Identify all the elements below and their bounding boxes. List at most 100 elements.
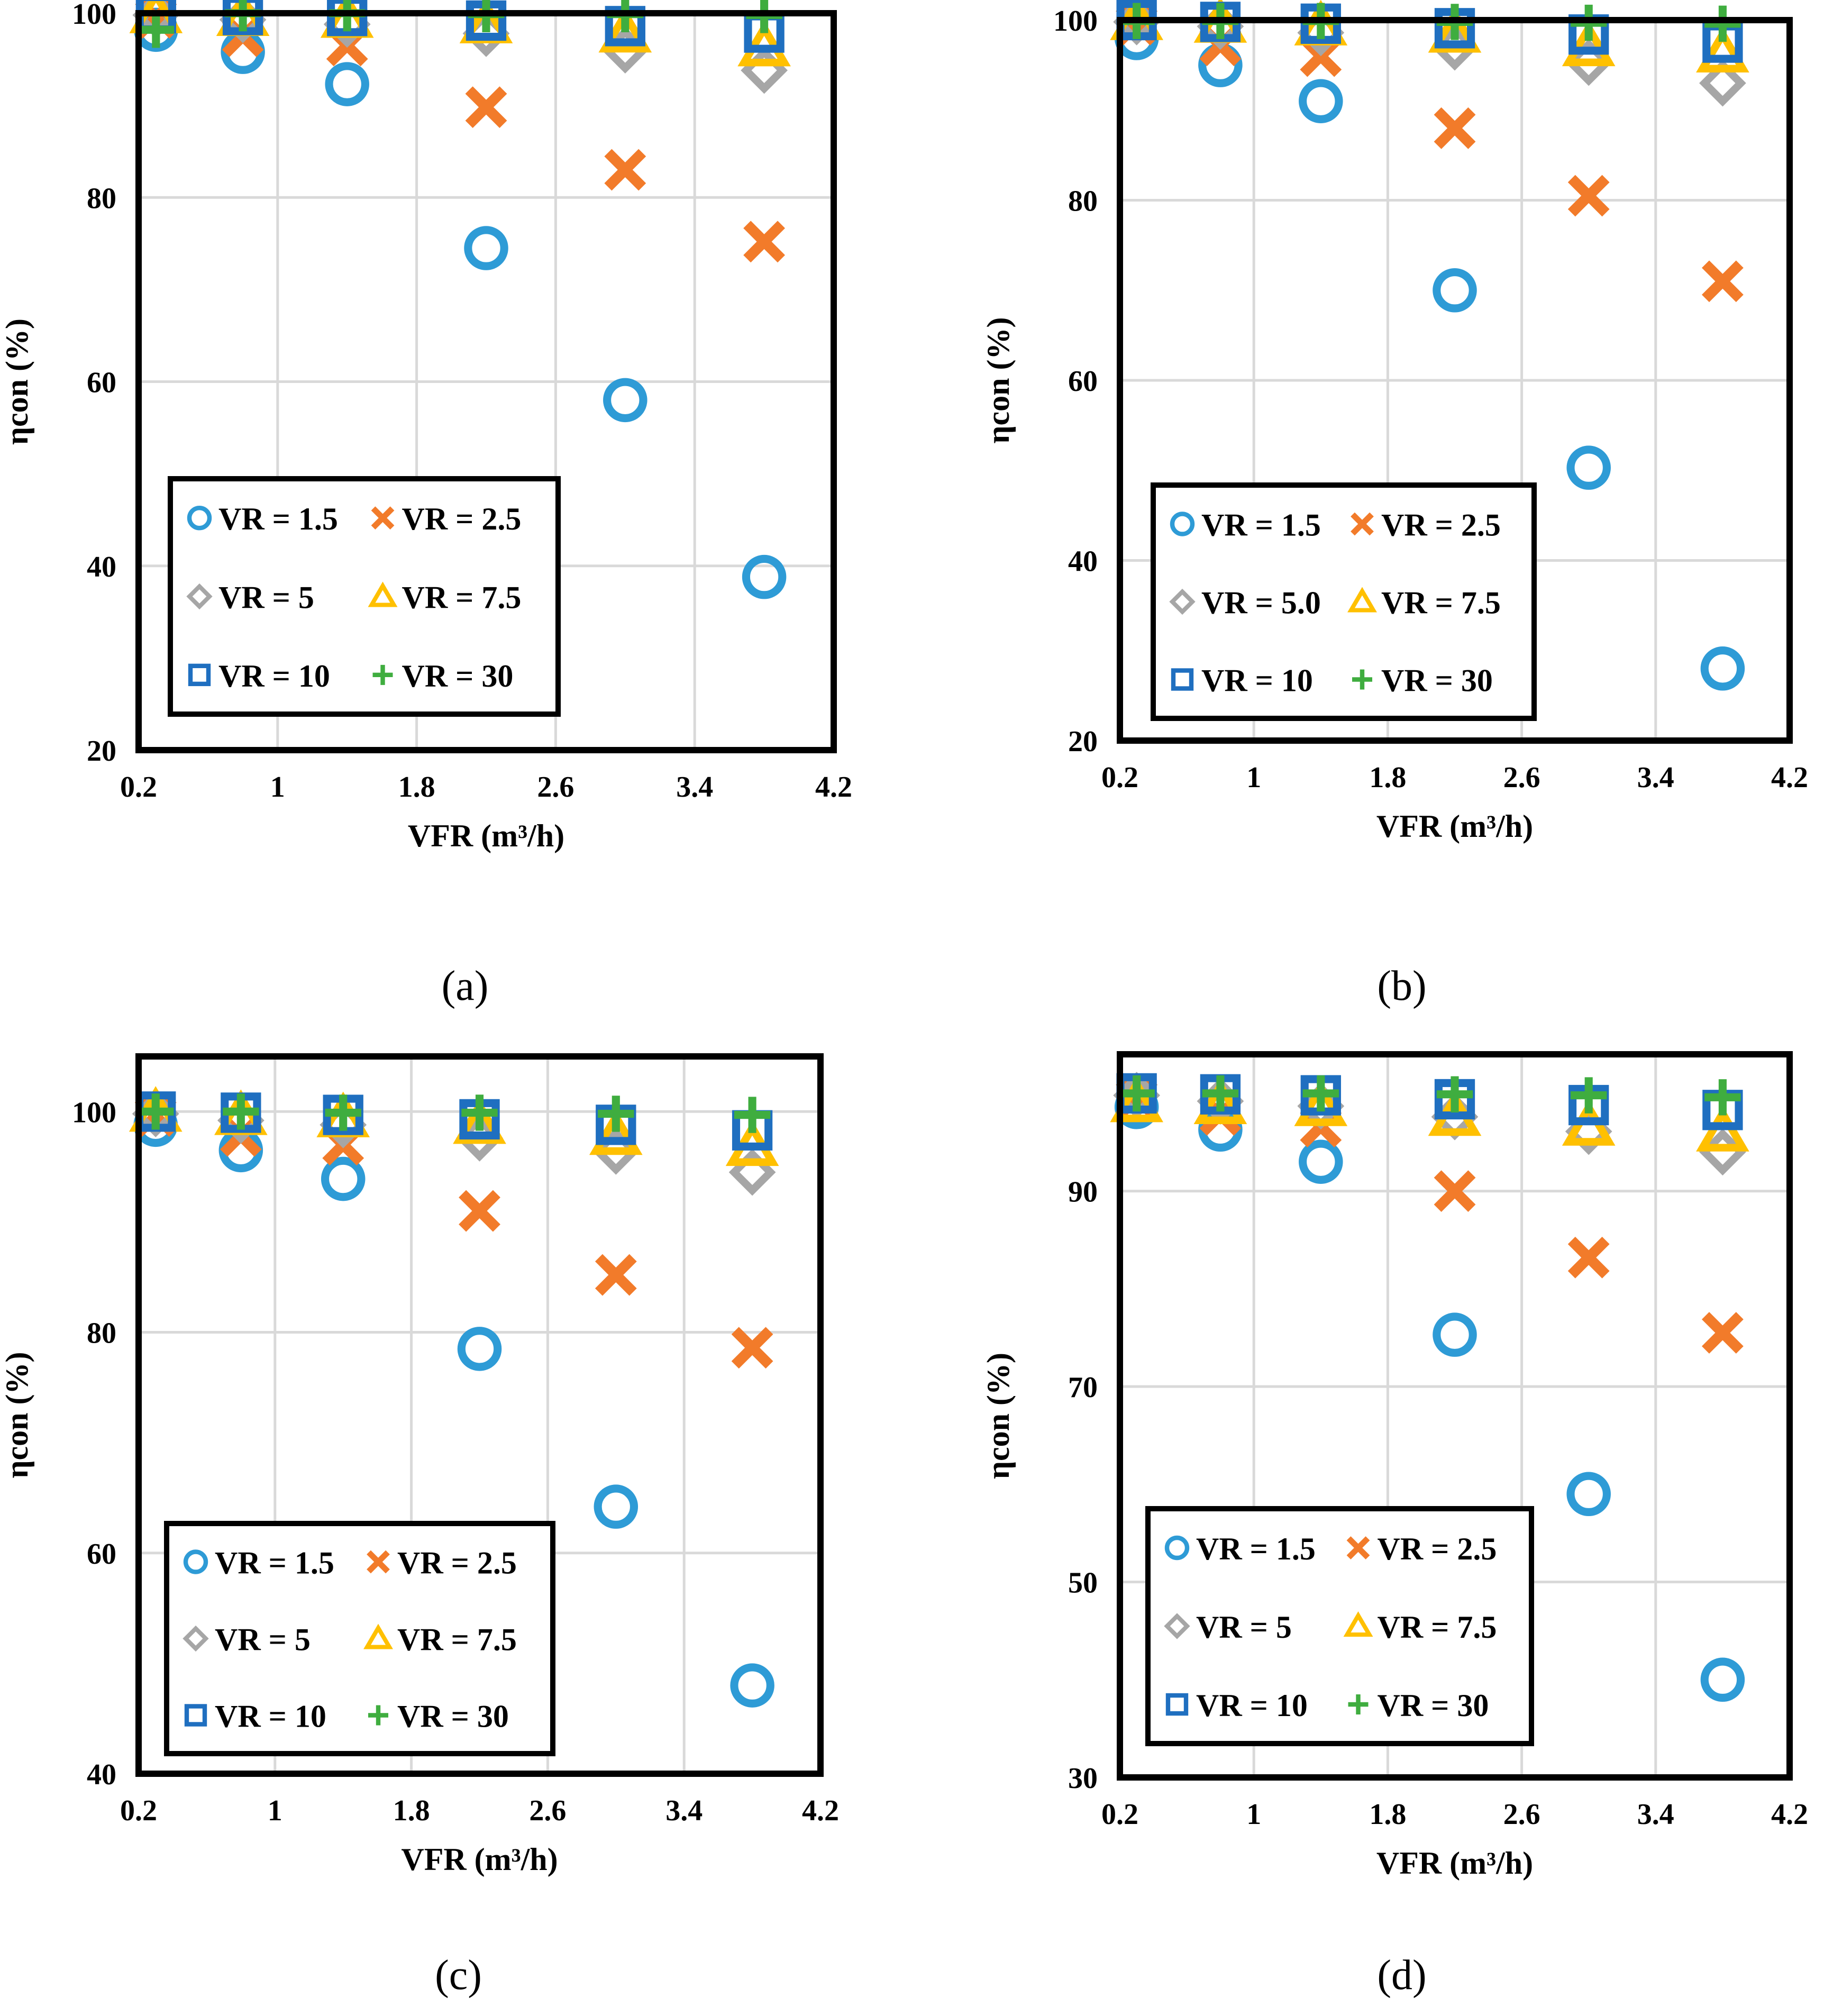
y-tick-label: 100 [72,0,116,31]
y-tick-label: 40 [87,551,116,583]
marker-plus [1436,1076,1473,1112]
legend-box [168,476,561,717]
marker-x [465,86,507,129]
y-tick-label: 100 [72,1096,116,1129]
marker-square [188,663,211,687]
y-tick-label: 80 [87,1317,116,1350]
panel-c: 0.2 1 1.8 2.6 3.4 4.2 40 60 80 100 VFR (m³/h) ηcon … [0,1053,839,1999]
marker-diamond [183,1625,209,1652]
marker-triangle [1193,1078,1247,1125]
legend-entry: VR = 2.5 [402,501,522,536]
marker-plus [461,1094,498,1131]
legend-entry: VR = 5 [1196,1610,1292,1645]
marker-plus [1118,1075,1155,1112]
marker-plus [1704,5,1741,42]
y-tick-label: 40 [1068,545,1098,578]
marker-diamond [1164,1613,1190,1639]
x-tick-label: 1.8 [393,1794,430,1827]
panel-d: 0.2 1 1.8 2.6 3.4 4.2 30 50 70 90 VFR (m³/h) ηcon (… [981,1051,1808,1999]
y-tick-label: 90 [1068,1176,1098,1209]
y-axis-label: ηcon (%) [0,318,34,445]
marker-plus [1704,1079,1741,1116]
marker-x [367,1550,390,1574]
marker-circle [1566,1472,1611,1517]
marker-x [1434,1170,1476,1212]
y-tick-label: 60 [87,367,116,399]
marker-circle [594,1484,639,1529]
marker-circle [457,1327,502,1371]
marker-triangle [1428,7,1482,53]
marker-plus [138,1093,174,1130]
marker-circle [1164,1535,1190,1561]
panel-caption: (b) [1377,963,1426,1009]
marker-x [731,1327,773,1369]
series-x [134,1095,773,1369]
legend-entry: VR = 1.5 [1196,1531,1316,1566]
x-axis-label: VFR (m³/h) [408,818,564,853]
marker-circle [1700,646,1745,691]
marker-plus [1348,1694,1369,1714]
x-tick-label: 2.6 [529,1794,566,1827]
legend-entry: VR = 10 [215,1699,326,1734]
x-axis-label: VFR (m³/h) [1376,1846,1533,1881]
plot-frame [135,1053,824,1777]
marker-diamond [592,1128,640,1175]
legend-box [164,1521,555,1756]
data-points [129,1086,779,1708]
marker-square [1171,668,1194,691]
legend-entry: VR = 30 [1378,1688,1489,1723]
y-tick-label: 70 [1068,1371,1098,1404]
panel-b: 0.2 1 1.8 2.6 3.4 4.2 20 40 60 80 100 VFR (m³/h) ηco… [981,0,1808,1009]
x-tick-label: 4.2 [1771,1798,1808,1831]
legend-entry: VR = 1.5 [215,1546,334,1581]
legend: VR = 1.5 VR = 2.5 VR = 5 VR = 7.5 VR = 10 VR … [168,476,561,717]
marker-plus [223,1093,259,1130]
legend-entry: VR = 7.5 [1381,586,1501,621]
marker-triangle [1110,1077,1163,1123]
panel-caption: (c) [435,1952,482,1999]
legend-box [1151,482,1537,721]
marker-triangle [598,7,652,53]
x-axis-label: VFR (m³/h) [401,1842,558,1877]
x-tick-label: 4.2 [802,1794,839,1827]
marker-x [459,1190,500,1232]
x-tick-label: 2.6 [537,771,574,804]
marker-x [1701,1312,1744,1354]
marker-triangle [1696,26,1749,72]
y-axis-label: ηcon (%) [981,1353,1016,1479]
marker-diamond [1565,39,1612,86]
y-tick-label: 60 [87,1538,116,1571]
legend-entry: VR = 30 [1381,663,1493,698]
series-plus [138,1093,771,1133]
x-tick-label: 3.4 [1637,761,1674,794]
marker-triangle [453,1098,506,1144]
marker-circle [1700,1657,1745,1702]
x-tick-label: 1.8 [1369,761,1406,794]
x-tick-label: 1.8 [1369,1798,1406,1831]
marker-plus [734,1097,771,1133]
marker-circle [1170,512,1195,536]
y-tick-label: 40 [87,1758,116,1791]
x-tick-label: 0.2 [120,771,157,804]
legend-entry: VR = 30 [397,1699,509,1734]
x-tick-label: 1 [270,771,285,804]
x-tick-label: 4.2 [1771,761,1808,794]
marker-plus [1302,1075,1339,1112]
marker-circle [187,505,212,531]
marker-diamond [186,583,213,610]
legend-entry: VR = 30 [402,659,514,694]
x-tick-label: 0.2 [1101,1798,1138,1831]
marker-diamond [741,47,788,94]
marker-plus [372,664,393,685]
marker-diamond [728,1148,776,1196]
marker-diamond [1169,588,1196,615]
marker-plus [325,1094,361,1131]
marker-plus [1352,669,1372,690]
y-axis-label: ηcon (%) [0,1352,34,1478]
marker-circle [1299,1139,1343,1184]
marker-x [1346,1536,1370,1559]
marker-circle [464,226,508,270]
marker-triangle [368,581,398,607]
y-tick-label: 100 [1053,5,1098,38]
marker-x [1351,512,1374,536]
